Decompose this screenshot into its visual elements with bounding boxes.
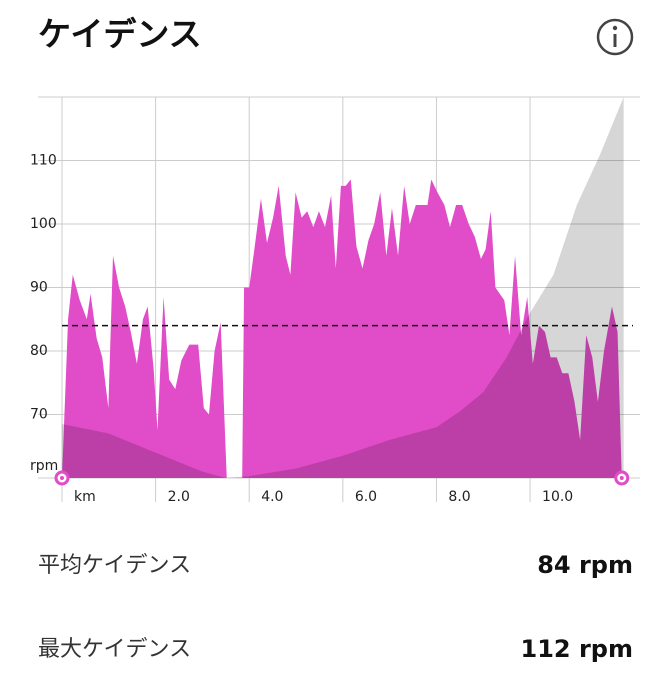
y-tick-label: 70 (30, 407, 48, 423)
x-tick-label: 8.0 (448, 489, 470, 505)
x-tick-label: km (74, 489, 96, 505)
stat-value: 84 rpm (537, 551, 633, 579)
x-tick-label: 6.0 (355, 489, 377, 505)
y-tick-label: 100 (30, 216, 57, 232)
stat-label: 最大ケイデンス (38, 637, 191, 662)
y-tick-label: 90 (30, 280, 48, 296)
x-tick-label: 10.0 (542, 489, 573, 505)
y-tick-label: 80 (30, 343, 48, 359)
area (62, 179, 622, 479)
area (62, 97, 624, 478)
y-tick-label: 110 (30, 153, 57, 169)
title: ケイデンス (38, 15, 202, 54)
stat-value: 112 rpm (521, 635, 633, 663)
y-tick-label: rpm (30, 458, 58, 474)
end-marker-dot (619, 476, 624, 480)
stat-label: 平均ケイデンス (38, 553, 191, 578)
x-tick-label: 2.0 (168, 489, 190, 505)
end-marker-dot (60, 476, 64, 480)
x-tick-label: 4.0 (261, 489, 283, 505)
info-button[interactable] (596, 18, 634, 56)
